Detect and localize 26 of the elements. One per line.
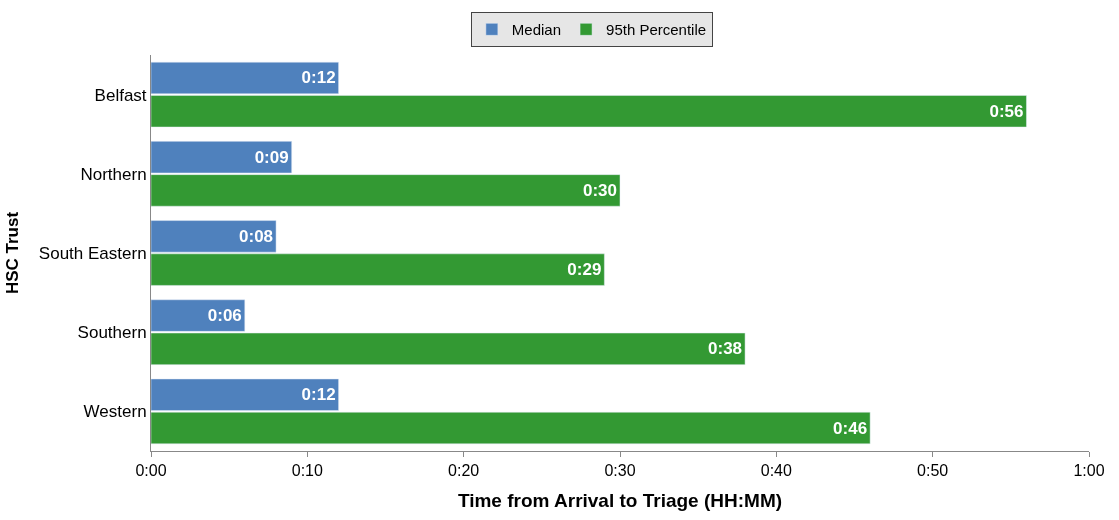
x-axis-title: Time from Arrival to Triage (HH:MM) [457, 490, 783, 511]
data-label: 0:29 [567, 260, 602, 280]
x-tick-label: 0:00 [135, 462, 167, 480]
legend-label: Median [511, 21, 562, 39]
data-label: 0:12 [301, 385, 336, 405]
legend-label: 95th Percentile [606, 21, 707, 39]
x-tick-label: 0:50 [917, 462, 949, 480]
y-tick-label: Northern [80, 164, 147, 184]
y-tick-label: Southern [77, 323, 147, 343]
y-tick-label: Belfast [94, 85, 147, 105]
y-axis-title: HSC Trust [3, 211, 23, 295]
x-tick-label: 0:20 [448, 462, 480, 480]
data-label: 0:46 [833, 418, 868, 438]
data-label: 0:06 [207, 306, 242, 326]
data-label: 0:08 [239, 226, 274, 246]
x-tick-label: 0:40 [760, 462, 792, 480]
x-tick-label: 1:00 [1073, 462, 1105, 480]
y-tick-label: Western [83, 402, 147, 422]
data-label: 0:12 [301, 68, 336, 88]
data-label: 0:56 [989, 101, 1024, 121]
data-label: 0:38 [708, 339, 743, 359]
x-tick-label: 0:10 [291, 462, 323, 480]
data-label: 0:09 [254, 147, 289, 167]
y-tick-label: South Eastern [38, 243, 147, 263]
x-tick-label: 0:30 [604, 462, 636, 480]
data-label: 0:30 [582, 180, 617, 200]
